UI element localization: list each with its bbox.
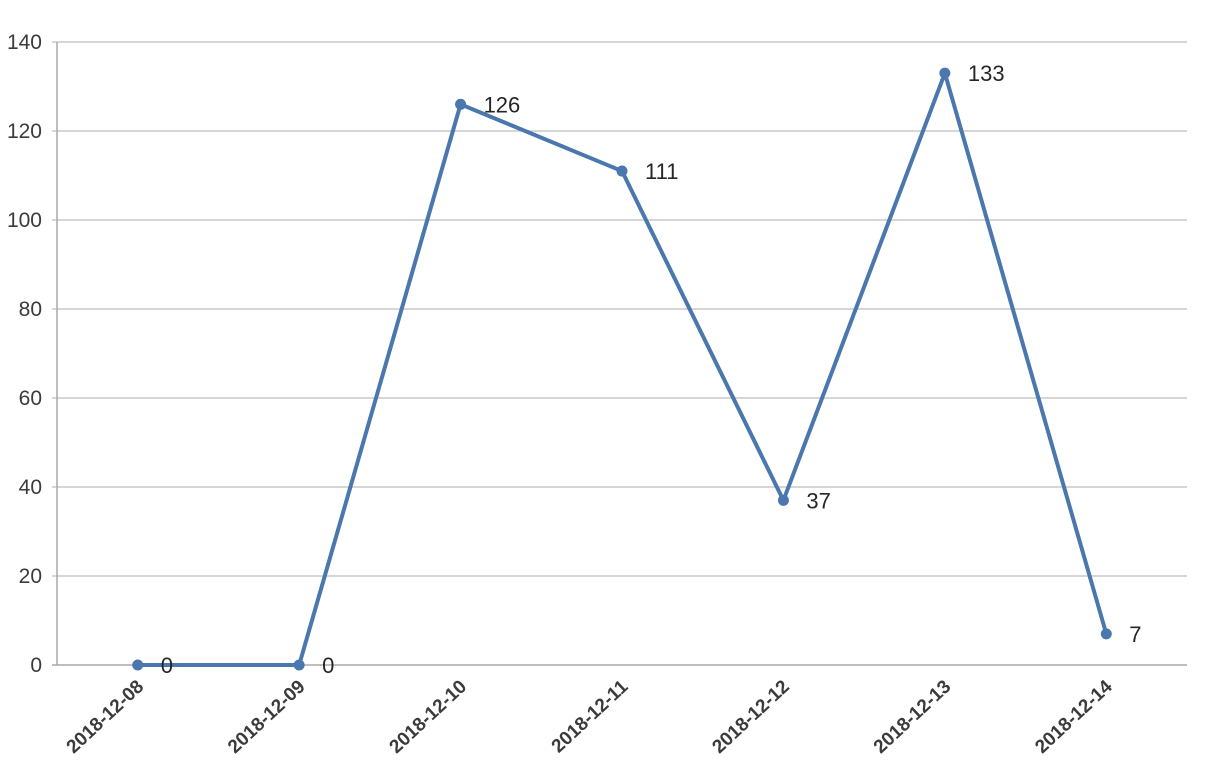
data-point-label: 37	[806, 488, 830, 513]
y-axis-tick-label: 140	[7, 31, 42, 54]
data-point-label: 0	[161, 653, 173, 678]
data-point-marker	[777, 494, 789, 506]
y-axis-tick-label: 60	[19, 387, 42, 410]
y-axis-tick-label: 40	[19, 476, 42, 499]
data-point-label: 0	[322, 653, 334, 678]
data-point-marker	[939, 67, 951, 79]
data-point-label: 111	[645, 159, 678, 184]
data-point-marker	[1100, 628, 1112, 640]
y-axis-tick-label: 120	[7, 120, 42, 143]
data-point-marker	[132, 659, 144, 671]
data-point-marker	[455, 98, 467, 110]
data-point-marker	[293, 659, 305, 671]
y-axis-tick-label: 80	[19, 298, 42, 321]
data-point-label: 133	[968, 61, 1005, 86]
data-point-label: 7	[1129, 622, 1141, 647]
y-axis-tick-label: 100	[7, 209, 42, 232]
y-axis-tick-label: 20	[19, 565, 42, 588]
data-point-marker	[616, 165, 628, 177]
data-point-label: 126	[484, 92, 521, 117]
y-axis-tick-label: 0	[30, 654, 42, 677]
